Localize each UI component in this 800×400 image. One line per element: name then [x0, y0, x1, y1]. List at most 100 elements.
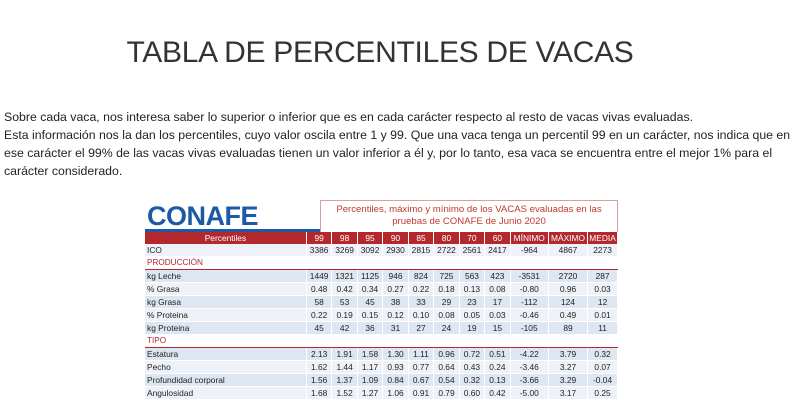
- table-cell: -0.04: [587, 373, 618, 388]
- table-cell: -5.00: [510, 386, 549, 400]
- section-row: TIPO: [145, 334, 618, 349]
- table-cell: 3.27: [548, 360, 589, 375]
- table-cell: 11: [587, 321, 618, 336]
- table-cell: 1.17: [357, 360, 384, 375]
- row-label: Profundidad corporal: [145, 373, 307, 388]
- table-cell: 1449: [306, 269, 333, 284]
- table-cell: 0.13: [484, 373, 511, 388]
- table-cell: 17: [484, 295, 511, 310]
- table-cell: 89: [548, 321, 589, 336]
- table-cell: 0.10: [408, 308, 435, 323]
- table-cell: 0.18: [433, 282, 460, 297]
- table-cell: 0.03: [484, 308, 511, 323]
- table-cell: 0.13: [459, 282, 486, 297]
- table-header-banner: CONAFE Percentiles, máximo y mínimo de l…: [145, 200, 618, 232]
- table-cell: 0.72: [459, 347, 486, 362]
- table-cell: 0.15: [357, 308, 384, 323]
- table-cell: 33: [408, 295, 435, 310]
- row-label: Pecho: [145, 360, 307, 375]
- table-cell: 0.96: [433, 347, 460, 362]
- table-cell: 824: [408, 269, 435, 284]
- table-cell: 0.93: [382, 360, 409, 375]
- intro-paragraph-2: Esta información nos la dan los percenti…: [4, 128, 791, 178]
- table-row: % Grasa 0.48 0.42 0.34 0.27 0.22 0.18 0.13 0.08-…: [145, 282, 618, 297]
- table-cell: 53: [331, 295, 358, 310]
- table-row: Estatura 2.13 1.91 1.58 1.30 1.11 0.96 0.72 0.51…: [145, 347, 618, 362]
- table-cell: 2417: [484, 244, 511, 258]
- table-cell: 0.49: [548, 308, 589, 323]
- table-cell: 1.56: [306, 373, 333, 388]
- table-cell: 124: [548, 295, 589, 310]
- row-label: ICO: [145, 244, 307, 258]
- table-cell: 36: [357, 321, 384, 336]
- table-cell: 1.44: [331, 360, 358, 375]
- table-cell: -0.80: [510, 282, 549, 297]
- table-cell: 0.22: [306, 308, 333, 323]
- intro-paragraph-1: Sobre cada vaca, nos interesa saber lo s…: [4, 110, 694, 124]
- table-cell: 1.11: [408, 347, 435, 362]
- percentile-table-image: CONAFE Percentiles, máximo y mínimo de l…: [145, 200, 618, 400]
- table-row: kg Proteina 45 42 36 31 27 24 19 15 -105 89 11: [145, 321, 618, 336]
- table-cell: 38: [382, 295, 409, 310]
- table-body: ICO 3386 3269 3092 2930 2815 2722 2561 2417 -964 4…: [145, 244, 618, 400]
- intro-text: Sobre cada vaca, nos interesa saber lo s…: [4, 108, 794, 180]
- column-header: 70: [459, 232, 486, 244]
- table-cell: 0.77: [408, 360, 435, 375]
- column-header: Percentiles: [145, 232, 307, 244]
- row-label: % Grasa: [145, 282, 307, 297]
- table-row: % Proteina 0.22 0.19 0.15 0.12 0.10 0.08 0.05 0.…: [145, 308, 618, 323]
- table-cell: 0.60: [459, 386, 486, 400]
- table-cell: 563: [459, 269, 486, 284]
- table-cell: -4.22: [510, 347, 549, 362]
- table-cell: 0.42: [331, 282, 358, 297]
- table-cell: 2722: [433, 244, 460, 258]
- column-header: 95: [357, 232, 384, 244]
- row-label: Estatura: [145, 347, 307, 362]
- table-cell: -0.46: [510, 308, 549, 323]
- column-header: MÍNIMO: [510, 232, 549, 244]
- table-cell: 2273: [587, 244, 618, 258]
- row-label: % Proteina: [145, 308, 307, 323]
- table-row: Pecho 1.62 1.44 1.17 0.93 0.77 0.64 0.43 0.24 -3.…: [145, 360, 618, 375]
- row-label: kg Grasa: [145, 295, 307, 310]
- table-cell: 0.24: [484, 360, 511, 375]
- table-cell: 0.05: [459, 308, 486, 323]
- table-cell: 1.09: [357, 373, 384, 388]
- table-cell: 423: [484, 269, 511, 284]
- column-header: MEDIA: [587, 232, 618, 244]
- table-cell: 0.51: [484, 347, 511, 362]
- table-cell: 0.08: [484, 282, 511, 297]
- table-cell: 1321: [331, 269, 358, 284]
- table-row: Profundidad corporal 1.56 1.37 1.09 0.84 0.67…: [145, 373, 618, 388]
- table-cell: -112: [510, 295, 549, 310]
- table-row: kg Grasa 58 53 45 38 33 29 23 17 -112 124 12: [145, 295, 618, 310]
- table-cell: 15: [484, 321, 511, 336]
- table-cell: 0.42: [484, 386, 511, 400]
- table-cell: 29: [433, 295, 460, 310]
- table-cell: 0.12: [382, 308, 409, 323]
- table-cell: 0.32: [459, 373, 486, 388]
- table-cell: 0.43: [459, 360, 486, 375]
- table-cell: 0.03: [587, 282, 618, 297]
- table-cell: 45: [306, 321, 333, 336]
- table-cell: 12: [587, 295, 618, 310]
- table-cell: 58: [306, 295, 333, 310]
- table-cell: 1.37: [331, 373, 358, 388]
- table-cell: 3269: [331, 244, 358, 258]
- section-label: TIPO: [145, 334, 618, 349]
- table-cell: 0.48: [306, 282, 333, 297]
- table-cell: 0.96: [548, 282, 589, 297]
- table-cell: 725: [433, 269, 460, 284]
- table-cell: -3.66: [510, 373, 549, 388]
- section-row: PRODUCCIÓN: [145, 256, 618, 271]
- conafe-logo: CONAFE: [145, 200, 320, 232]
- table-cell: 2561: [459, 244, 486, 258]
- table-cell: 1.91: [331, 347, 358, 362]
- table-cell: 2.13: [306, 347, 333, 362]
- table-cell: 1.30: [382, 347, 409, 362]
- table-cell: 3.17: [548, 386, 589, 400]
- table-cell: 1.58: [357, 347, 384, 362]
- column-header: 85: [408, 232, 435, 244]
- table-cell: 3.29: [548, 373, 589, 388]
- table-cell: 0.54: [433, 373, 460, 388]
